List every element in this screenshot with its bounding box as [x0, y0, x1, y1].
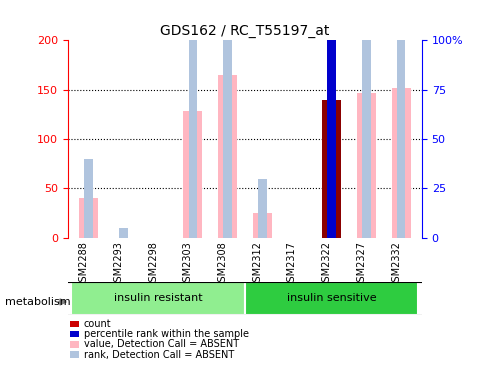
Text: rank, Detection Call = ABSENT: rank, Detection Call = ABSENT [84, 350, 234, 360]
Bar [119, 228, 127, 238]
Bar [356, 93, 375, 238]
Bar [391, 88, 410, 238]
Text: GSM2327: GSM2327 [356, 242, 365, 288]
Text: GSM2322: GSM2322 [321, 242, 331, 288]
Text: GSM2332: GSM2332 [390, 242, 400, 288]
Bar [362, 0, 370, 238]
Text: GSM2312: GSM2312 [252, 242, 262, 288]
Bar [183, 111, 202, 238]
Bar [218, 75, 237, 238]
Text: GSM2288: GSM2288 [78, 242, 89, 288]
Text: insulin resistant: insulin resistant [114, 293, 202, 303]
Text: GSM2317: GSM2317 [287, 242, 296, 288]
Bar [327, 0, 335, 238]
Bar [244, 282, 418, 315]
Text: metabolism: metabolism [5, 297, 70, 307]
Bar [257, 179, 266, 238]
Bar [188, 11, 197, 238]
Text: insulin sensitive: insulin sensitive [287, 293, 376, 303]
Bar [321, 100, 341, 238]
Text: percentile rank within the sample: percentile rank within the sample [84, 329, 248, 339]
Text: count: count [84, 319, 111, 329]
Bar [396, 0, 405, 238]
Text: GSM2303: GSM2303 [182, 242, 193, 288]
Bar [327, 0, 335, 238]
Text: GSM2298: GSM2298 [148, 242, 158, 288]
Text: GSM2293: GSM2293 [113, 242, 123, 288]
Text: GSM2308: GSM2308 [217, 242, 227, 288]
Bar [79, 198, 98, 238]
Title: GDS162 / RC_T55197_at: GDS162 / RC_T55197_at [160, 24, 329, 38]
Text: value, Detection Call = ABSENT: value, Detection Call = ABSENT [84, 339, 239, 350]
Bar [223, 0, 231, 238]
Bar [71, 282, 244, 315]
Bar [84, 159, 93, 238]
Bar [252, 213, 271, 238]
